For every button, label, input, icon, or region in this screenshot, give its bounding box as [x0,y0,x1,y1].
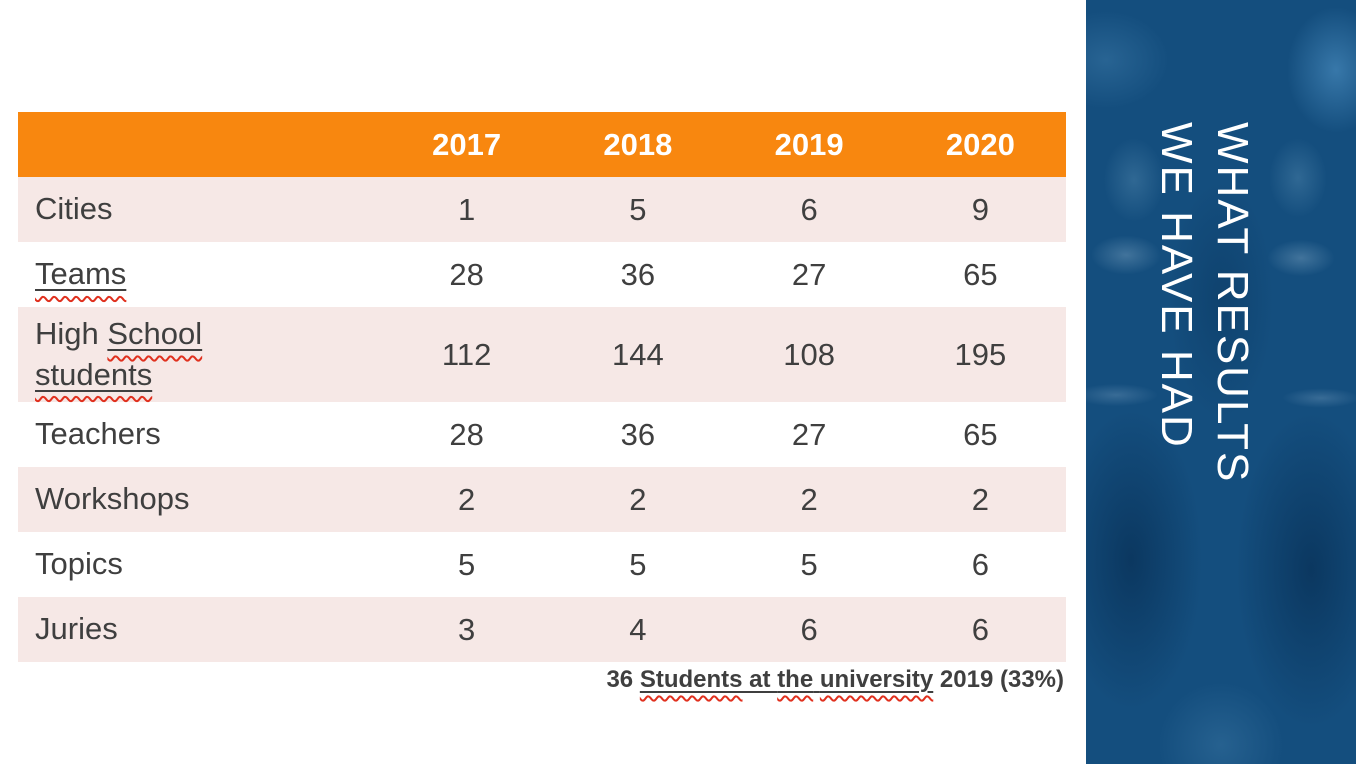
row-label-text: Teachers [35,416,161,452]
year-header-2018: 2018 [603,126,673,162]
table-cell: 108 [783,336,835,372]
row-label-text: Workshops [35,481,190,517]
table-cell: 28 [449,256,484,292]
table-row-workshops: Workshops 2 2 2 2 [18,467,1066,532]
year-header-2020: 2020 [945,126,1015,162]
table-cell: 2 [458,481,476,517]
row-label-underlined: School students [35,316,203,392]
students-photo-overlay [1086,0,1356,764]
row-label-text: High [35,316,108,352]
table-row-cities: Cities 1 5 6 9 [18,177,1066,242]
table-cell: 5 [458,546,476,582]
row-label: High School students [18,307,381,402]
table-cell: 9 [971,191,989,227]
table-cell: 6 [971,611,989,647]
table-cell: 65 [963,416,998,452]
table-row-juries: Juries 3 4 6 6 [18,597,1066,662]
table-cell: 6 [971,546,989,582]
table-cell: 27 [791,256,827,292]
table-cell: 4 [629,611,647,647]
footnote-underlined-phrase: Students at the university [639,666,934,693]
row-label: Cities [18,177,381,242]
table-cell: 2 [971,481,989,517]
slide-title-vertical: WHAT RESULTS WE HAVE HAD [1148,122,1260,483]
footnote: 36 Students at the university 2019 (33%) [606,666,1064,694]
row-label: Topics [18,532,381,597]
table-cell: 65 [963,256,998,292]
year-header-2017: 2017 [432,126,502,162]
table-cell: 6 [800,611,818,647]
table-cell: 144 [612,336,664,372]
row-label-text: Cities [35,191,113,227]
table-cell: 2 [800,481,818,517]
table-body: Cities 1 5 6 9 Teams 28 36 27 65 High Sc… [18,177,1066,662]
table-cell: 5 [800,546,818,582]
table-cell: 36 [620,256,656,292]
row-label: Juries [18,597,381,662]
row-label-underlined: Teams [35,256,127,292]
table-cell: 112 [441,336,492,372]
table-cell: 27 [791,416,827,452]
table-cell: 5 [629,546,647,582]
year-header-2019: 2019 [774,126,844,162]
table-row-high-school-students: High School students 112 144 108 195 [18,307,1066,402]
table-header-empty-cell [18,112,381,177]
table-header-row: 2017 2018 2019 2020 [18,112,1066,177]
footnote-suffix: 2019 (33%) [933,666,1064,693]
row-label: Teachers [18,402,381,467]
table-row-teachers: Teachers 28 36 27 65 [18,402,1066,467]
table-cell: 36 [620,416,656,452]
table-cell: 195 [954,336,1007,372]
row-label: Workshops [18,467,381,532]
footnote-prefix: 36 [606,666,640,693]
table-row-teams: Teams 28 36 27 65 [18,242,1066,307]
row-label-text: Topics [35,546,123,582]
results-table: 2017 2018 2019 2020 Cities 1 5 6 9 Teams… [18,112,1066,662]
slide-title-line1: WHAT RESULTS [1208,122,1257,484]
table-cell: 28 [449,416,484,452]
row-label: Teams [18,242,381,307]
table-cell: 3 [458,611,476,647]
table-row-topics: Topics 5 5 5 6 [18,532,1066,597]
table-cell: 6 [800,191,818,227]
table-cell: 1 [458,191,476,227]
table-cell: 5 [629,191,647,227]
sidebar-image-panel: WHAT RESULTS WE HAVE HAD [1086,0,1356,764]
slide-title-line2: WE HAVE HAD [1152,122,1201,449]
table-cell: 2 [629,481,647,517]
row-label-text: Juries [35,611,118,647]
